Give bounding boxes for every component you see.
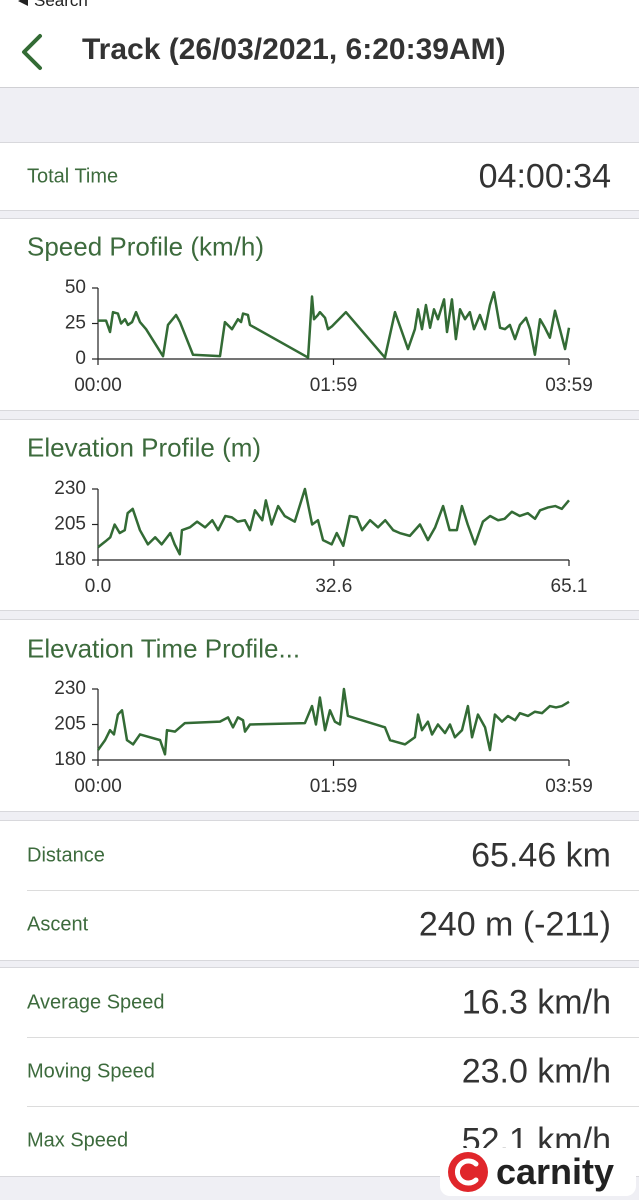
row-label: Total Time	[27, 165, 119, 188]
chart-title: Elevation Time Profile...	[27, 633, 301, 664]
watermark-logo	[448, 1152, 488, 1192]
x-tick-label: 01:59	[310, 776, 358, 794]
row-value: 23.0 km/h	[461, 1052, 611, 1091]
data-line	[97, 487, 570, 556]
watermark: carnity	[440, 1148, 636, 1196]
x-tick-label: 0.0	[85, 576, 111, 594]
x-tick-label: 32.6	[315, 576, 352, 594]
row-label: Max Speed	[27, 1129, 129, 1152]
chart: 180 205 230 00:00 01:59 03:59	[54, 678, 593, 794]
y-tick-label: 50	[65, 277, 86, 298]
row-label: Moving Speed	[27, 1060, 155, 1083]
row-label: Average Speed	[27, 991, 165, 1014]
separator	[27, 890, 639, 891]
row-value: 04:00:34	[478, 157, 611, 196]
chart-title: Speed Profile (km/h)	[27, 231, 264, 262]
back-app-arrow[interactable]	[16, 0, 32, 11]
row-value: 65.46 km	[471, 836, 611, 875]
y-tick-label: 205	[54, 714, 86, 735]
chart-title: Elevation Profile (m)	[27, 432, 262, 463]
y-tick-label: 180	[54, 549, 86, 570]
page-title: Track (26/03/2021, 6:20:39AM)	[82, 33, 506, 66]
y-tick-label: 205	[54, 514, 86, 535]
speed-card: Average Speed 16.3 km/h Moving Speed 23.…	[0, 967, 639, 1177]
y-tick-label: 230	[54, 678, 86, 699]
x-tick-label: 00:00	[74, 375, 122, 393]
data-line	[98, 291, 571, 359]
chart: 180 205 230 0.0 32.6 65.1	[54, 478, 588, 594]
x-tick-label: 00:00	[74, 776, 122, 794]
x-tick-label: 01:59	[310, 375, 358, 393]
x-tick-label: 65.1	[551, 576, 588, 594]
total-time-row: Total Time 04:00:34	[0, 142, 639, 211]
chart: 0 25 50 00:00 01:59 03:59	[65, 277, 593, 393]
row-label: Ascent	[27, 913, 89, 936]
route-card: Distance 65.46 km Ascent 240 m (-211)	[0, 820, 639, 961]
separator	[27, 1106, 639, 1107]
row-value: 16.3 km/h	[461, 983, 611, 1022]
y-tick-label: 180	[54, 749, 86, 770]
y-tick-label: 25	[65, 313, 86, 334]
back-button[interactable]	[18, 33, 48, 71]
separator	[27, 1037, 639, 1038]
watermark-text: carnity	[496, 1151, 615, 1192]
chart-card: Elevation Time Profile...	[0, 619, 639, 812]
row-value: 240 m (-211)	[418, 905, 611, 944]
x-tick-label: 03:59	[545, 375, 593, 393]
row-label: Distance	[27, 844, 105, 867]
x-tick-label: 03:59	[545, 776, 593, 794]
data-line	[96, 687, 570, 756]
chart-card: Elevation Profile (m)	[0, 419, 639, 611]
back-app-link[interactable]: Search	[34, 0, 88, 10]
nav-bar: Search Track (26/03/2021, 6:20:39AM)	[0, 0, 639, 88]
y-tick-label: 230	[54, 478, 86, 499]
y-tick-label: 0	[75, 348, 86, 369]
chart-card: Speed Profile (km/h)	[0, 218, 639, 411]
